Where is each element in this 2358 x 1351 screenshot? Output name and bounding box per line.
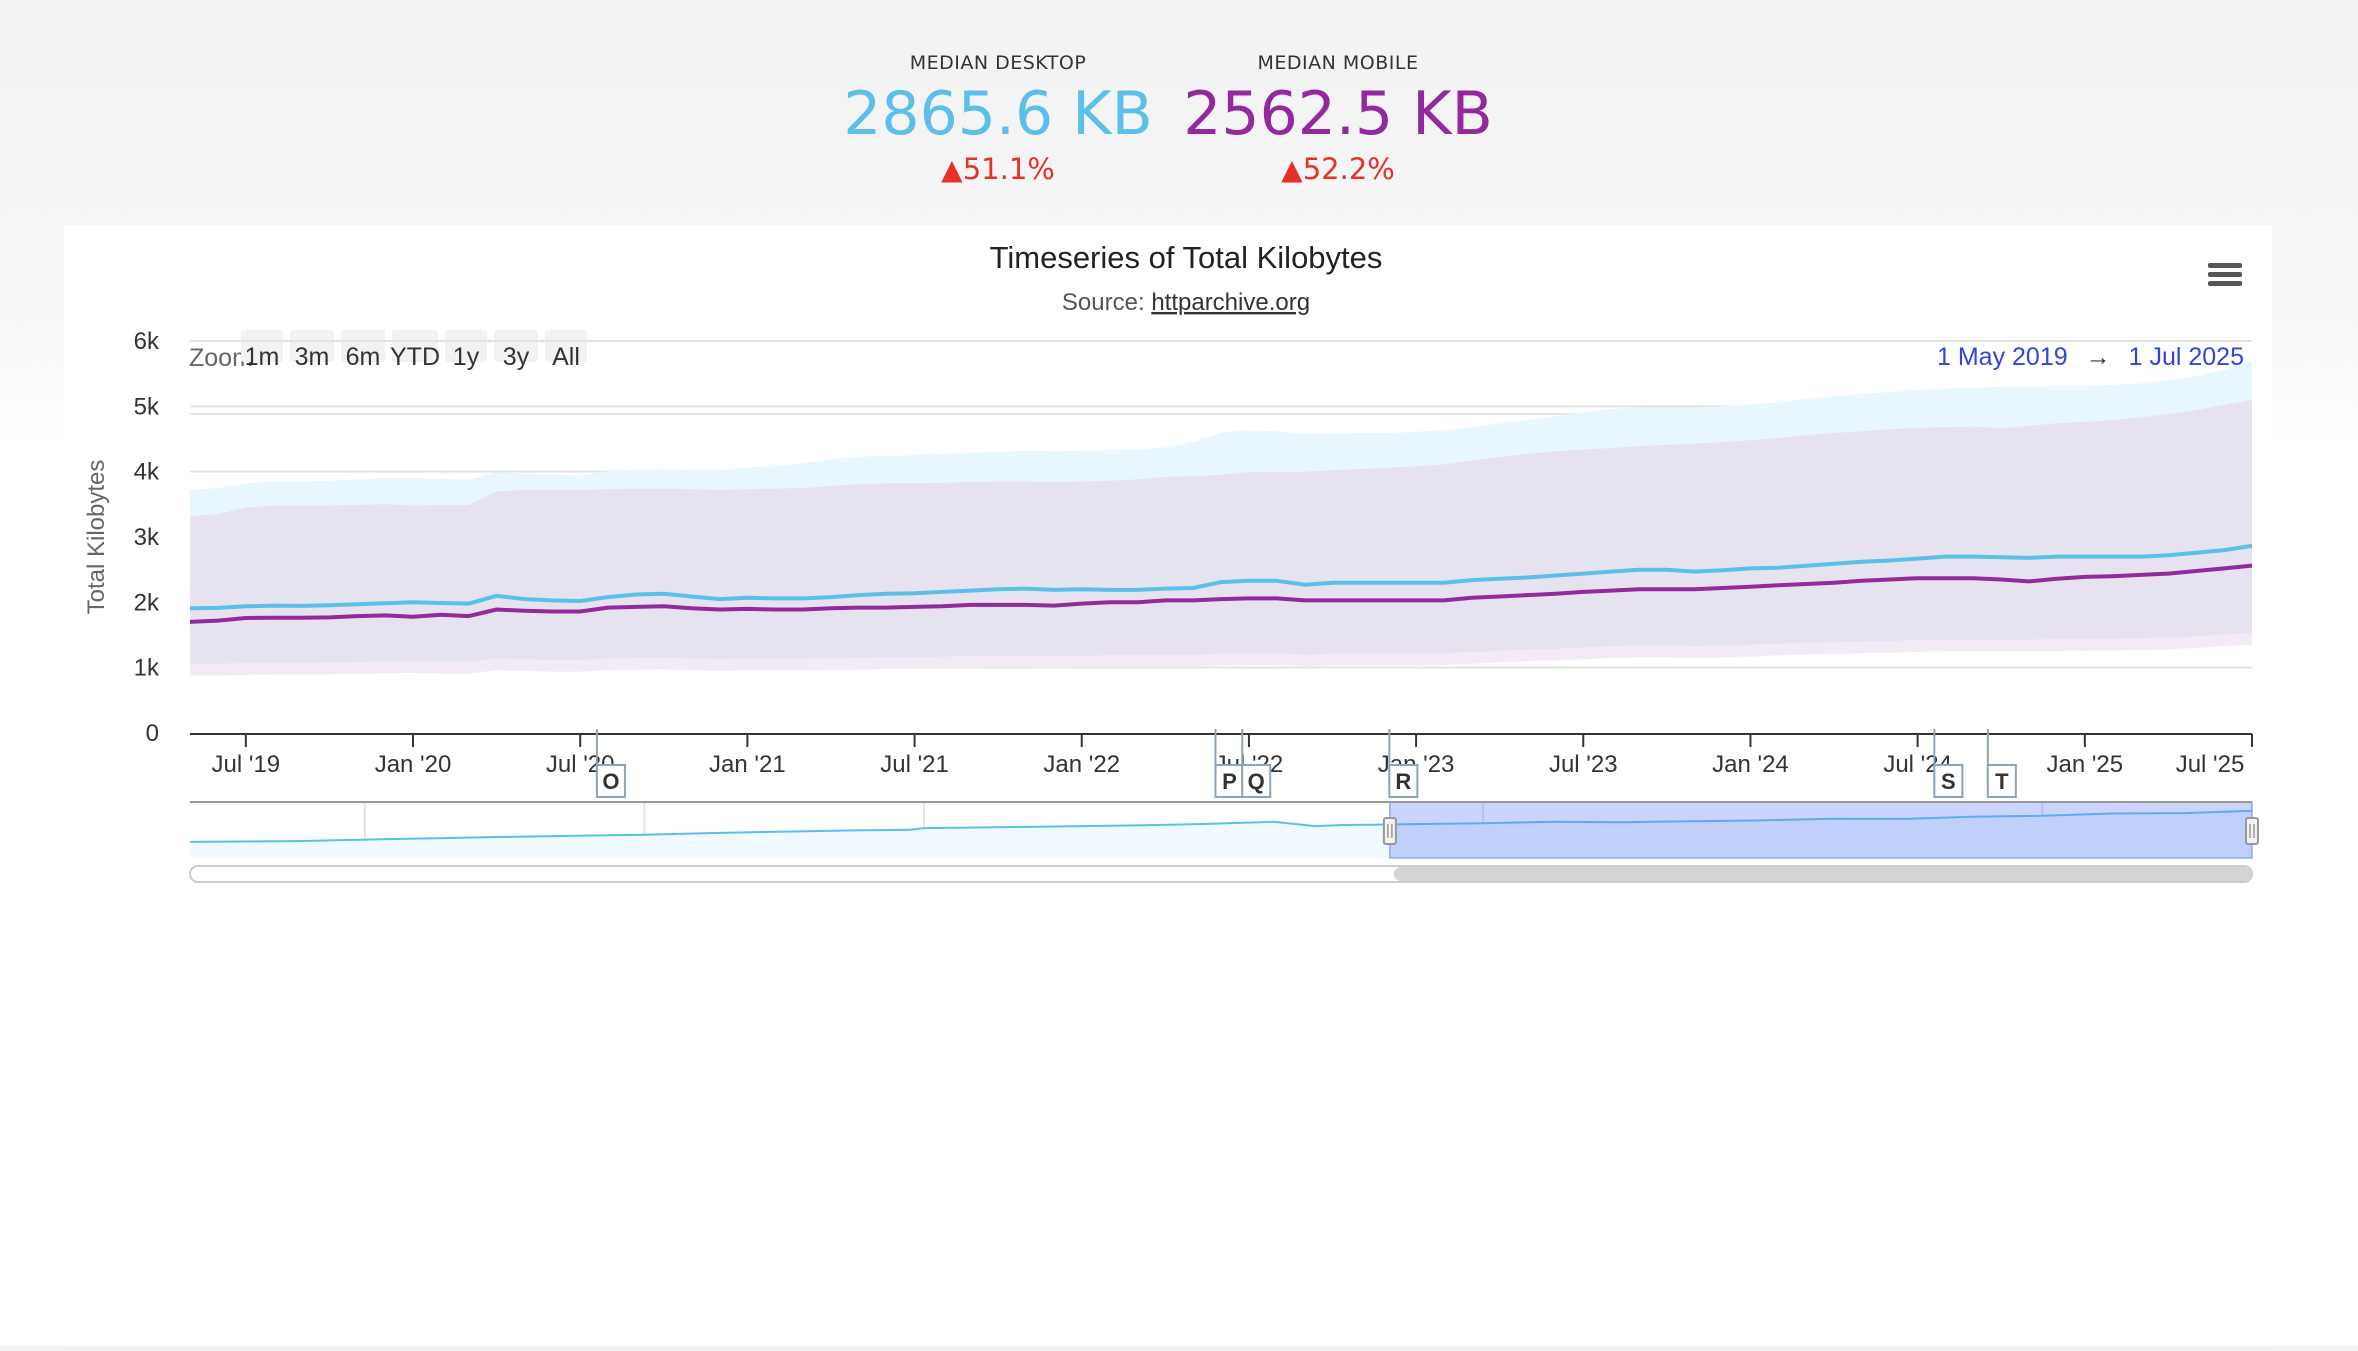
zoom-button-3y[interactable]: 3y (494, 330, 538, 371)
zoom-button-6m[interactable]: 6m (341, 330, 385, 371)
chart-card: Timeseries of Total Kilobytes Source: ht… (64, 226, 2272, 1346)
x-tick-label: Jul '19 (212, 751, 281, 778)
timeseries-chart: Timeseries of Total Kilobytes Source: ht… (83, 240, 2259, 883)
zoom-button-bg (241, 330, 283, 362)
zoom-button-ytd[interactable]: YTD (390, 330, 440, 371)
zoom-button-label: 1m (245, 343, 280, 371)
flag-label: O (602, 769, 619, 794)
range-arrow-icon: → (2086, 343, 2111, 371)
metric-change: ▲51.1% (818, 152, 1178, 186)
metrics-summary: MEDIAN DESKTOP 2865.6 KB ▲51.1% MEDIAN M… (0, 0, 2358, 220)
annotation-flag-s[interactable]: S (1933, 729, 1964, 798)
zoom-button-all[interactable]: All (545, 330, 587, 371)
zoom-button-bg (494, 330, 538, 362)
zoom-button-bg (545, 330, 587, 362)
metric-value: 2865.6 KB (843, 79, 1153, 149)
handle-grip (1382, 817, 1397, 845)
desktop-series-line[interactable] (189, 543, 2253, 611)
navigator-area (190, 810, 2252, 858)
navigator[interactable]: 20122014201620202024 (189, 801, 2259, 883)
zoom-button-bg (341, 330, 385, 362)
zoom-button-label: All (552, 343, 580, 371)
x-tick-label: Jan '25 (2046, 751, 2123, 778)
zoom-button-label: 1y (453, 343, 480, 371)
zoom-buttons: 1m 3m 6m YTD 1y 3y All (241, 330, 587, 371)
median-mobile-metric: MEDIAN MOBILE 2562.5 KB ▲52.2% (1158, 52, 1518, 186)
handle-grip (2245, 817, 2259, 845)
metric-change: ▲52.2% (1158, 152, 1518, 186)
flag-box (1986, 764, 2017, 798)
flag-box (1241, 764, 1272, 798)
metric-change-value: 51.1% (962, 152, 1055, 186)
y-tick-label: 2k (134, 589, 160, 616)
zoom-button-bg (290, 330, 334, 362)
metric-label: MEDIAN DESKTOP (909, 52, 1087, 74)
flag-label: S (1941, 769, 1956, 794)
subtitle-prefix: Source: (1062, 289, 1151, 316)
flag-box (1388, 764, 1419, 798)
arrow-up-icon: ▲ (1281, 153, 1303, 186)
x-tick-label: Jan '21 (709, 751, 786, 778)
chart-subtitle: Source: httparchive.org (1062, 289, 1310, 316)
metric-change-value: 52.2% (1302, 152, 1395, 186)
x-tick-label: Jul '25 (2176, 751, 2245, 778)
annotation-flag-o[interactable]: O (595, 729, 626, 798)
source-link[interactable]: httparchive.org (1151, 289, 1310, 316)
annotation-flag-q[interactable]: Q (1241, 729, 1272, 798)
navigator-scrollbar[interactable] (189, 865, 2253, 883)
plot-area: 0 1k 2k 3k 4k 5k 6k Total Kilobytes Jul '19 Jan '… (83, 328, 2253, 798)
hamburger-menu-icon[interactable] (2202, 260, 2248, 300)
mobile-series-line[interactable] (189, 563, 2253, 624)
chart-title: Timeseries of Total Kilobytes (990, 240, 1383, 275)
zoom-button-1y[interactable]: 1y (445, 330, 487, 371)
x-tick-label: Jan '22 (1043, 751, 1120, 778)
zoom-button-label: 3y (503, 343, 530, 371)
flag-box (1214, 764, 1245, 798)
annotation-flag-r[interactable]: R (1388, 729, 1419, 798)
zoom-button-label: 6m (346, 343, 381, 371)
annotation-flag-t[interactable]: T (1986, 729, 2017, 798)
y-tick-label: 3k (134, 524, 160, 551)
y-axis-title: Total Kilobytes (83, 460, 110, 615)
flag-label: T (1995, 769, 2009, 794)
x-tick-label: Jul '21 (880, 751, 949, 778)
x-tick-label: Jul '23 (1549, 751, 1618, 778)
zoom-button-label: 3m (295, 343, 330, 371)
metric-value: 2562.5 KB (1183, 79, 1493, 149)
y-tick-label: 0 (146, 720, 159, 747)
flag-label: R (1395, 769, 1411, 794)
zoom-button-label: YTD (390, 343, 440, 371)
zoom-button-3m[interactable]: 3m (290, 330, 334, 371)
navigator-series (189, 809, 2253, 843)
zoom-button-bg (445, 330, 487, 362)
y-tick-label: 1k (134, 655, 160, 682)
range-to-input[interactable]: 1 Jul 2025 (2129, 343, 2244, 371)
y-tick-label: 6k (134, 328, 160, 355)
x-tick-label: Jan '24 (1712, 751, 1789, 778)
annotation-flag-p[interactable]: P (1214, 729, 1245, 798)
scrollbar-thumb[interactable] (1393, 867, 2252, 881)
navigator-selection[interactable] (1389, 801, 2253, 859)
median-desktop-metric: MEDIAN DESKTOP 2865.6 KB ▲51.1% (818, 52, 1178, 186)
x-tick-label: Jan '20 (375, 751, 452, 778)
navigator-handle-right[interactable] (2245, 817, 2259, 845)
zoom-button-bg (392, 330, 438, 362)
arrow-up-icon: ▲ (941, 153, 963, 186)
zoom-button-1m[interactable]: 1m (241, 330, 283, 371)
date-range: 1 May 2019 → 1 Jul 2025 (1937, 343, 2244, 371)
flag-box (595, 764, 626, 798)
flag-label: P (1222, 769, 1237, 794)
flag-label: Q (1248, 769, 1265, 794)
y-tick-label: 5k (134, 393, 160, 420)
flag-box (1933, 764, 1964, 798)
navigator-handle-left[interactable] (1382, 817, 1397, 845)
range-from-input[interactable]: 1 May 2019 (1937, 343, 2068, 371)
metric-label: MEDIAN MOBILE (1257, 52, 1419, 74)
y-tick-label: 4k (134, 459, 160, 486)
